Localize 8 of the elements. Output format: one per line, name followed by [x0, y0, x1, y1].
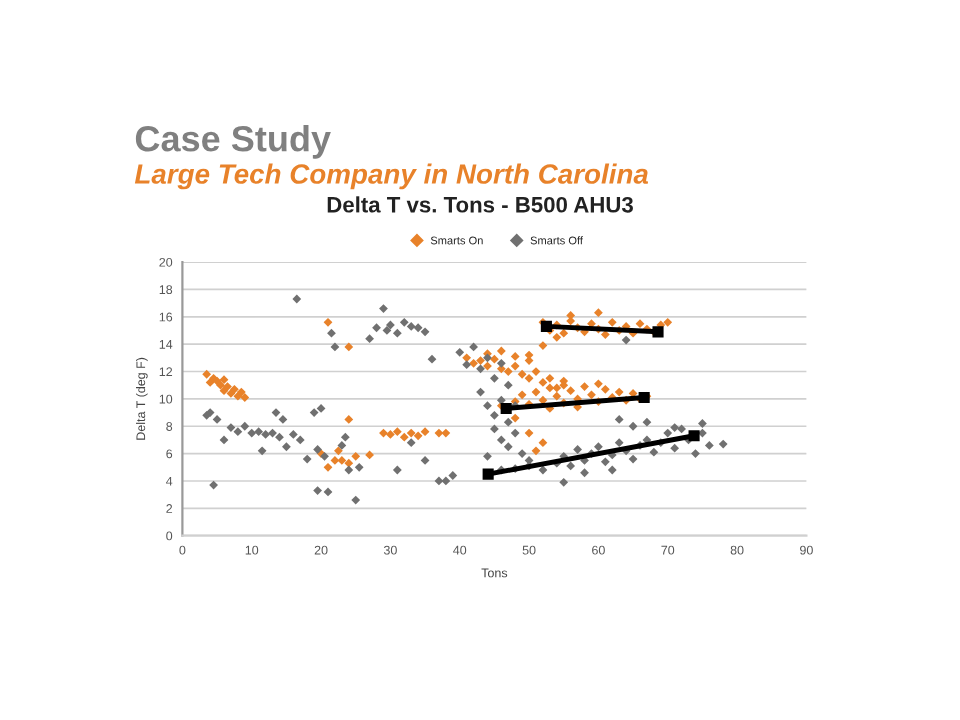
point: [540, 320, 552, 332]
text: Case Study: [135, 125, 331, 159]
point: [688, 430, 700, 442]
point: [482, 468, 494, 480]
point: [652, 326, 664, 338]
text: Large Tech Company in North Carolina: [134, 163, 649, 190]
point: [500, 402, 512, 415]
chart-title: Delta T vs. Tons - B500 AHU3: [327, 196, 633, 213]
